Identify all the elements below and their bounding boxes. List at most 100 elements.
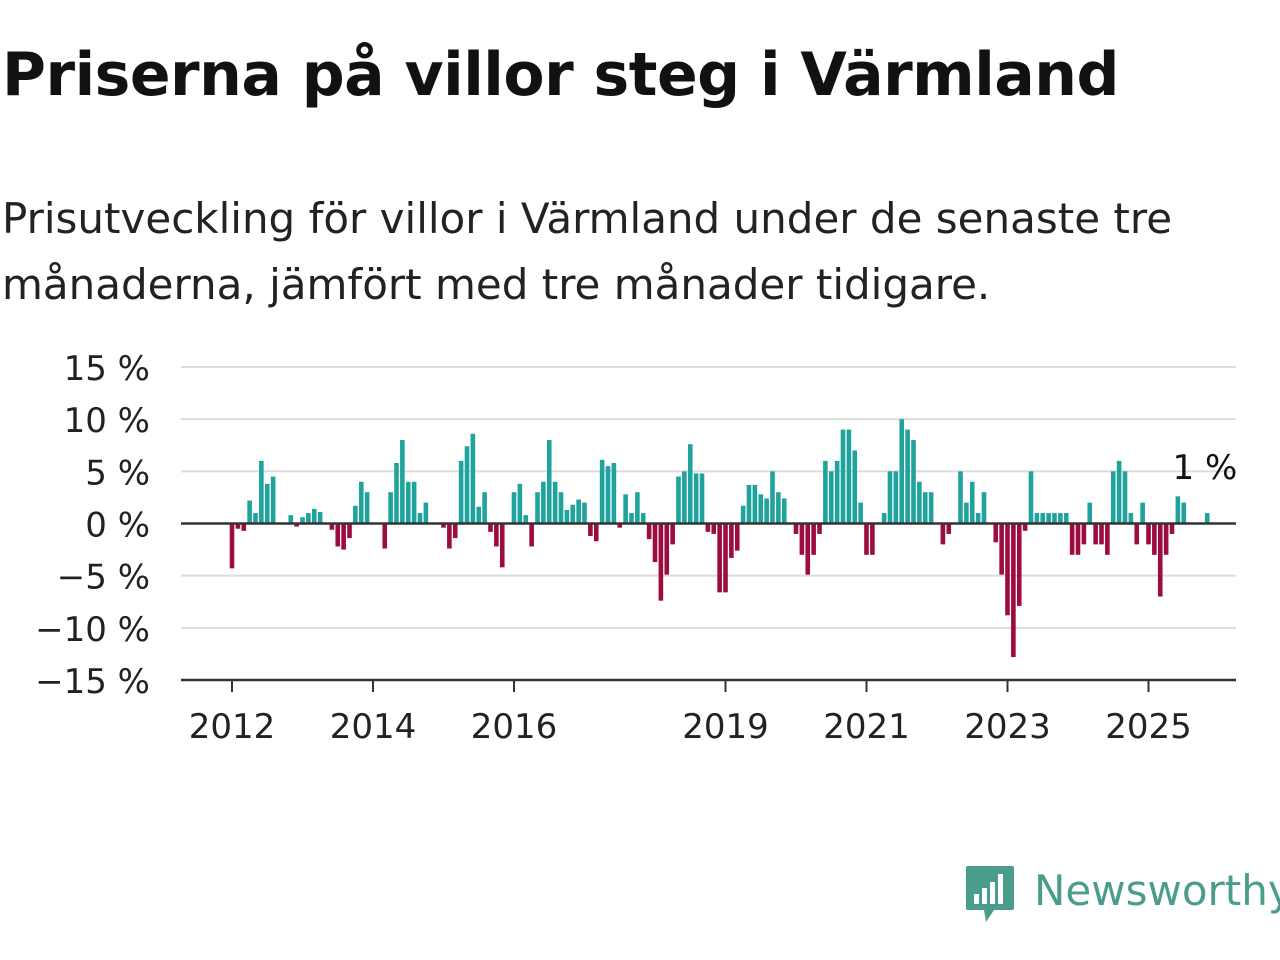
bar bbox=[270, 476, 276, 524]
bar bbox=[311, 508, 317, 524]
bar bbox=[488, 523, 493, 532]
bar bbox=[1034, 513, 1040, 524]
bar bbox=[476, 506, 482, 524]
bar bbox=[711, 523, 717, 534]
bar bbox=[358, 481, 364, 524]
bar bbox=[834, 460, 840, 524]
bar bbox=[423, 502, 429, 524]
bar bbox=[341, 523, 346, 550]
bar bbox=[541, 481, 546, 524]
bar bbox=[452, 523, 458, 539]
bar bbox=[1122, 471, 1128, 524]
bar bbox=[905, 429, 910, 524]
bar bbox=[758, 494, 764, 524]
bar bbox=[582, 502, 587, 524]
bar bbox=[441, 523, 446, 528]
bar bbox=[235, 523, 241, 529]
bar bbox=[1175, 496, 1181, 524]
bar bbox=[335, 523, 341, 547]
bar bbox=[805, 523, 811, 575]
bar bbox=[881, 513, 887, 524]
bar bbox=[682, 471, 687, 524]
bar bbox=[723, 523, 728, 593]
bar bbox=[1087, 502, 1093, 524]
bar bbox=[1110, 471, 1116, 524]
bar bbox=[940, 523, 946, 545]
y-axis-tick-labels: 15 % 10 % 5 % 0 % −5 % −10 % −15 % bbox=[35, 349, 150, 702]
bar bbox=[917, 481, 922, 524]
bar bbox=[247, 500, 252, 524]
bar bbox=[899, 419, 905, 524]
page-title: Priserna på villor steg i Värmland bbox=[2, 40, 1119, 110]
price-change-chart: 15 %10 %5 %0 %−5 %−10 %−15 % 1 % 2012 201… bbox=[35, 349, 1237, 747]
bar bbox=[1134, 523, 1140, 545]
x-tick-label: 2014 bbox=[330, 707, 417, 747]
bar bbox=[1081, 523, 1087, 545]
bar bbox=[911, 440, 916, 524]
x-tick-label: 2025 bbox=[1105, 707, 1192, 747]
bar bbox=[870, 523, 875, 555]
newsworthy-bar-chart-logo-icon bbox=[966, 866, 1014, 922]
page-subtitle: Prisutveckling för villor i Värmland und… bbox=[2, 194, 1173, 309]
y-tick-label: −10 % bbox=[35, 610, 150, 650]
bar bbox=[629, 513, 634, 524]
bar bbox=[1181, 502, 1187, 524]
bar bbox=[1128, 513, 1134, 524]
bar bbox=[588, 523, 593, 537]
bar bbox=[687, 444, 693, 524]
bar bbox=[1116, 460, 1122, 524]
bar bbox=[1163, 523, 1169, 555]
bar bbox=[241, 523, 247, 531]
bar bbox=[317, 512, 323, 524]
bar bbox=[717, 523, 722, 593]
bar bbox=[699, 473, 705, 524]
bar bbox=[922, 492, 928, 524]
bar bbox=[635, 492, 640, 524]
bar bbox=[523, 515, 529, 524]
bars: 1 % bbox=[229, 419, 1237, 658]
bar bbox=[999, 523, 1004, 575]
bar bbox=[664, 523, 670, 575]
bar bbox=[964, 502, 969, 524]
bar bbox=[1063, 513, 1069, 524]
bar bbox=[1204, 513, 1210, 524]
bar bbox=[1040, 513, 1046, 524]
bar bbox=[382, 523, 388, 549]
x-tick-label: 2021 bbox=[823, 707, 910, 747]
bar bbox=[958, 471, 963, 524]
bar bbox=[1093, 523, 1098, 545]
brand-logo: Newsworthy bbox=[964, 864, 1280, 926]
x-tick-label: 2012 bbox=[189, 707, 276, 747]
bar bbox=[264, 483, 270, 524]
x-tick-label: 2016 bbox=[471, 707, 558, 747]
bar bbox=[482, 492, 487, 524]
bar bbox=[535, 492, 540, 524]
bar bbox=[975, 513, 981, 524]
bar bbox=[1140, 502, 1145, 524]
bar bbox=[353, 505, 358, 524]
x-axis-tick-labels: 2012 2014 2016 2019 2021 2023 2025 bbox=[189, 707, 1192, 747]
bar bbox=[599, 459, 605, 524]
bar bbox=[259, 460, 264, 524]
bar bbox=[658, 523, 664, 601]
bar bbox=[640, 513, 646, 524]
bar bbox=[593, 523, 599, 542]
bar bbox=[887, 471, 893, 524]
bar bbox=[394, 462, 399, 524]
bar bbox=[852, 450, 858, 524]
bar bbox=[1005, 523, 1010, 616]
bar bbox=[1028, 471, 1034, 524]
bar bbox=[306, 513, 311, 524]
bar bbox=[329, 523, 335, 530]
bar bbox=[799, 523, 805, 555]
bar bbox=[552, 481, 558, 524]
bar bbox=[734, 523, 740, 551]
bar bbox=[764, 498, 769, 524]
y-tick-label: 5 % bbox=[85, 453, 150, 493]
y-tick-label: 0 % bbox=[85, 506, 150, 546]
bar bbox=[770, 471, 775, 524]
bar bbox=[494, 523, 499, 547]
bar bbox=[1016, 523, 1022, 606]
y-tick-label: −15 % bbox=[35, 662, 150, 702]
bar bbox=[1075, 523, 1081, 555]
